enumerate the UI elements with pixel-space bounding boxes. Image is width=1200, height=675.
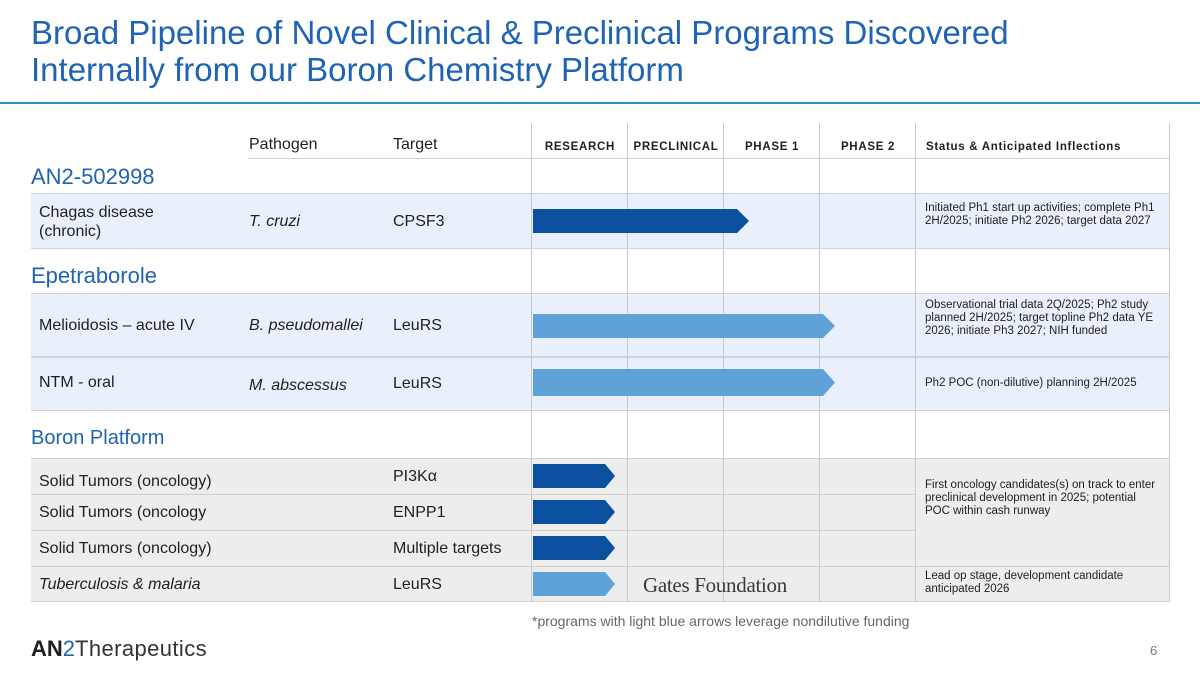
slide-title-line-1: Broad Pipeline of Novel Clinical & Precl… — [31, 14, 1009, 51]
pathogen-melioidosis: B. pseudomallei — [249, 317, 363, 334]
column-header-pathogen: Pathogen — [249, 136, 318, 153]
column-line-status — [915, 123, 916, 602]
status-chagas: Initiated Ph1 start up activities; compl… — [925, 202, 1155, 227]
status-melioidosis: Observational trial data 2Q/2025; Ph2 st… — [925, 299, 1154, 337]
target-ntm: LeuRS — [393, 375, 442, 392]
indication-chagas: Chagas disease (chronic) — [39, 204, 154, 240]
status-oncology: First oncology candidates(s) on track to… — [925, 479, 1156, 517]
indication-tb-malaria: Tuberculosis & malaria — [39, 576, 201, 593]
section-title-boron: Boron Platform — [31, 427, 165, 449]
indication-ntm: NTM - oral — [39, 374, 115, 391]
status-ntm: Ph2 POC (non-dilutive) planning 2H/2025 — [925, 377, 1137, 389]
target-enpp1: ENPP1 — [393, 504, 446, 521]
stage-arrow-pi3ka — [533, 464, 615, 488]
boron-row-divider-2 — [31, 530, 915, 531]
column-line-research — [531, 123, 532, 602]
stage-arrow-melioidosis — [533, 314, 835, 338]
target-tb-malaria: LeuRS — [393, 576, 442, 593]
column-line-phase1 — [723, 123, 724, 602]
stage-arrow-enpp1 — [533, 500, 615, 524]
logo-therapeutics: Therapeutics — [75, 636, 208, 661]
page-number: 6 — [1150, 643, 1158, 658]
target-pi3ka: PI3Kα — [393, 468, 437, 485]
column-line-preclinical — [627, 123, 628, 602]
stage-arrow-chagas — [533, 209, 749, 233]
indication-solid-tumors-pi3ka: Solid Tumors (oncology) — [39, 473, 212, 490]
indication-melioidosis: Melioidosis – acute IV — [39, 317, 195, 334]
stage-arrow-multiple — [533, 536, 615, 560]
column-header-phase2: PHASE 2 — [840, 141, 896, 153]
section-title-an2: AN2-502998 — [31, 164, 155, 189]
status-tb-malaria: Lead op stage, development candidate ant… — [925, 570, 1124, 595]
boron-row-divider-3 — [31, 566, 1170, 567]
column-header-target: Target — [393, 136, 438, 153]
column-line-phase2 — [819, 123, 820, 602]
footnote: *programs with light blue arrows leverag… — [532, 613, 910, 629]
header-underline — [248, 158, 1170, 159]
gates-foundation-logo: Gates Foundation — [643, 573, 787, 597]
section-title-epetraborole: Epetraborole — [31, 263, 157, 288]
indication-solid-tumors-enpp1: Solid Tumors (oncology — [39, 504, 207, 521]
pathogen-ntm: M. abscessus — [249, 377, 347, 394]
column-header-research: RESEARCH — [544, 141, 616, 153]
target-chagas: CPSF3 — [393, 213, 445, 230]
column-header-phase1: PHASE 1 — [744, 141, 800, 153]
boron-row-divider-1 — [31, 494, 915, 495]
target-multiple: Multiple targets — [393, 540, 502, 557]
stage-arrow-tb-malaria — [533, 572, 615, 596]
slide-title: Broad Pipeline of Novel Clinical & Precl… — [31, 14, 1181, 88]
column-line-end — [1169, 123, 1170, 602]
target-melioidosis: LeuRS — [393, 317, 442, 334]
indication-solid-tumors-multiple: Solid Tumors (oncology) — [39, 540, 212, 557]
logo-an: AN — [31, 636, 63, 661]
stage-arrow-ntm — [533, 369, 835, 396]
logo-two: 2 — [62, 636, 76, 661]
pathogen-chagas: T. cruzi — [249, 213, 300, 230]
company-logo: AN2Therapeutics — [31, 636, 207, 662]
slide-title-line-2: Internally from our Boron Chemistry Plat… — [31, 51, 684, 88]
column-header-preclinical: PRECLINICAL — [633, 141, 719, 153]
column-header-status: Status & Anticipated Inflections — [926, 141, 1122, 153]
title-divider — [0, 102, 1200, 104]
